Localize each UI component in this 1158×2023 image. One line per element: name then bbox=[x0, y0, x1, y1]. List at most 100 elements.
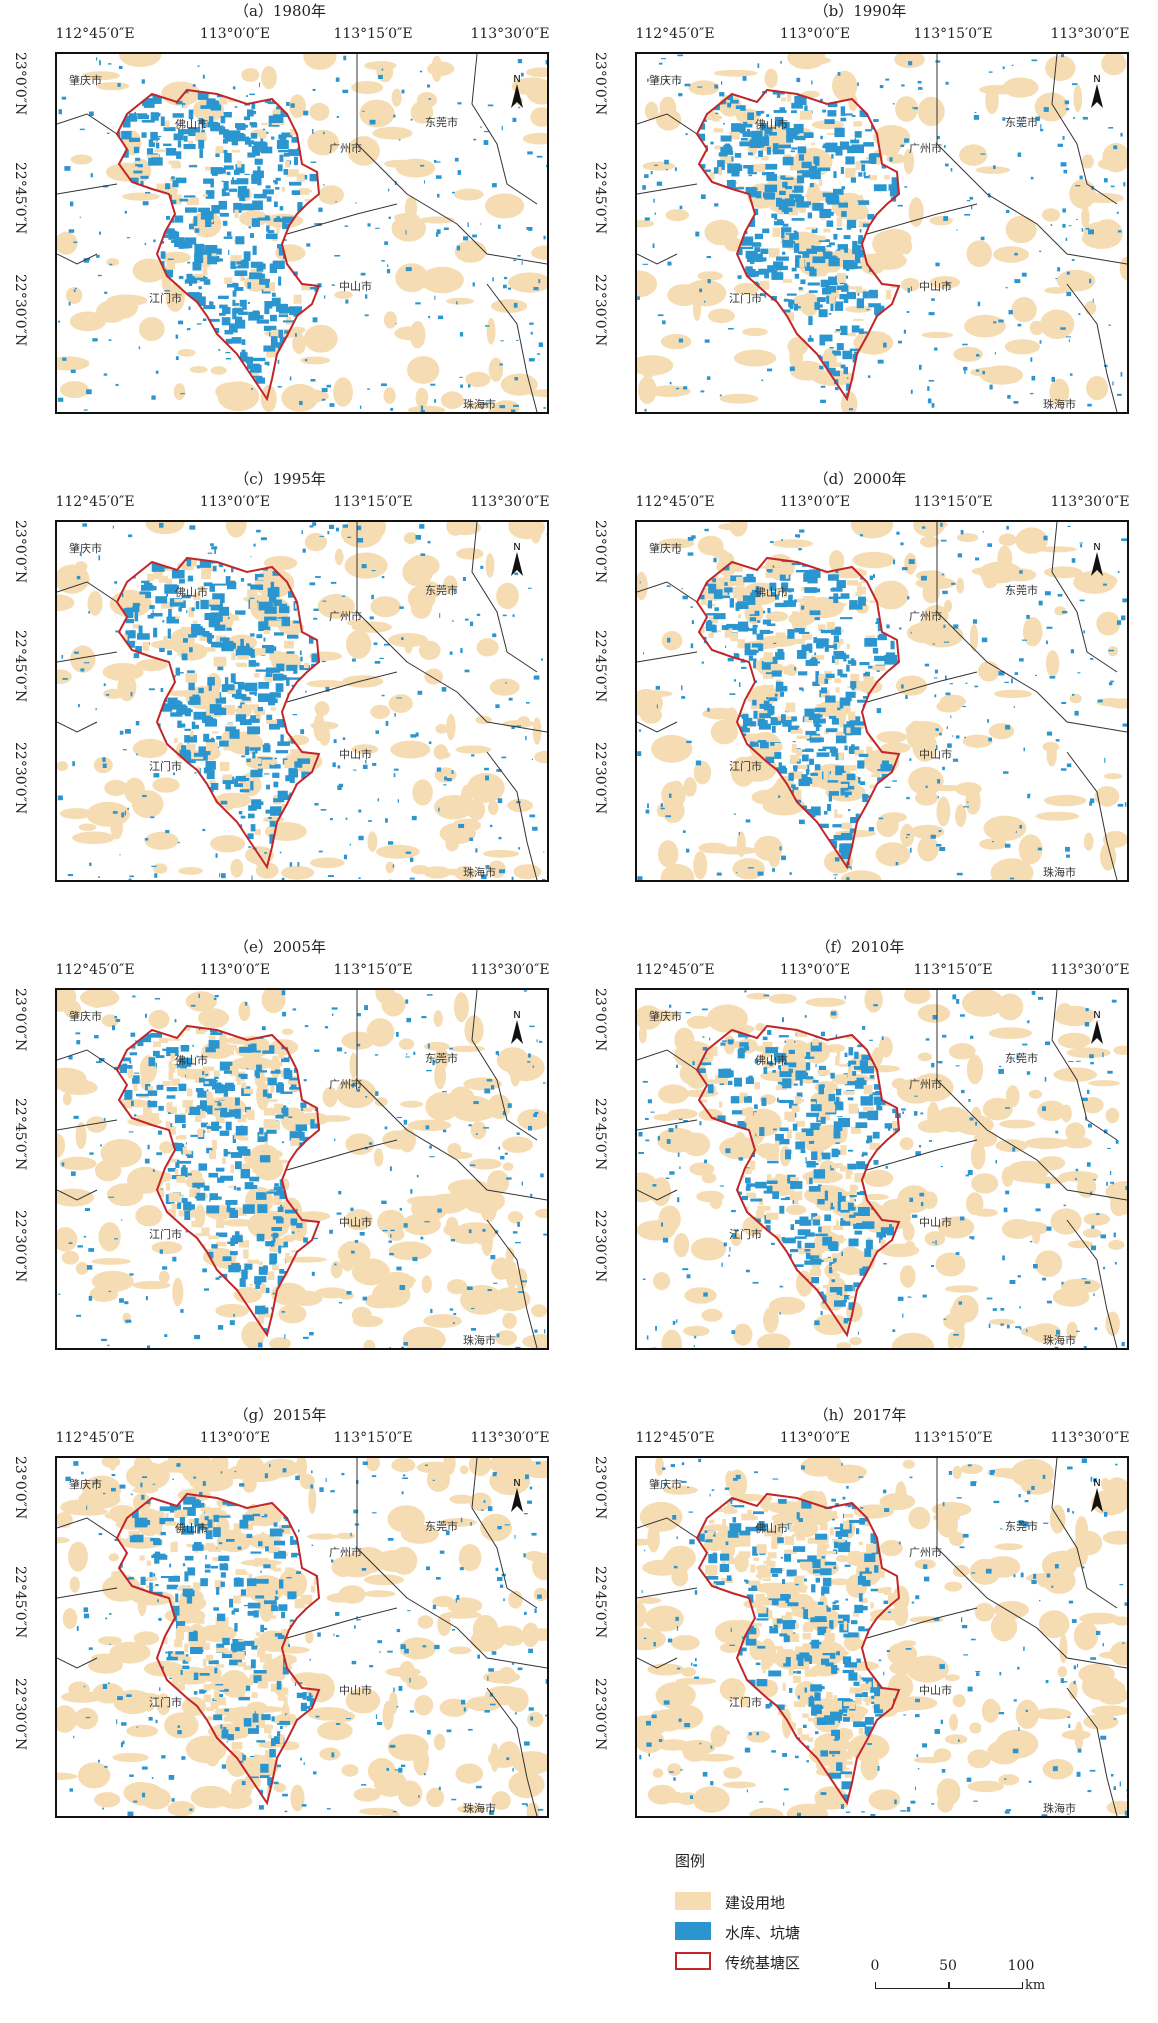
pond-patch bbox=[741, 246, 754, 249]
pond-patch bbox=[342, 524, 348, 528]
pond-patch bbox=[744, 649, 757, 656]
built-land-patch bbox=[376, 60, 394, 83]
pond-patch bbox=[808, 643, 813, 653]
pond-patch bbox=[726, 623, 739, 630]
pond-patch bbox=[732, 209, 736, 214]
pond-patch bbox=[795, 725, 800, 728]
pond-patch bbox=[171, 240, 177, 243]
pond-patch bbox=[241, 755, 246, 758]
pond-patch bbox=[111, 115, 114, 122]
pond-patch bbox=[157, 347, 168, 357]
pond-patch bbox=[196, 280, 200, 283]
pond-patch bbox=[842, 350, 853, 360]
pond-patch bbox=[686, 740, 692, 744]
pond-patch bbox=[436, 229, 441, 234]
pond-patch bbox=[403, 1119, 407, 1125]
pond-patch bbox=[224, 277, 233, 284]
pond-patch bbox=[707, 279, 711, 284]
pond-patch bbox=[798, 287, 803, 290]
pond-patch bbox=[329, 403, 335, 407]
pond-patch bbox=[809, 569, 821, 578]
pond-patch bbox=[262, 128, 266, 131]
built-land-patch bbox=[423, 866, 451, 879]
pond-patch bbox=[704, 813, 708, 822]
pond-patch bbox=[154, 149, 166, 153]
pond-patch bbox=[258, 621, 271, 631]
pond-patch bbox=[248, 311, 260, 321]
pond-patch bbox=[136, 113, 148, 116]
traditional-pond-boundary bbox=[695, 556, 901, 870]
pond-patch bbox=[473, 1101, 479, 1105]
pond-patch bbox=[771, 213, 777, 218]
pond-patch bbox=[729, 131, 740, 140]
pond-patch bbox=[147, 823, 157, 827]
pond-patch bbox=[137, 162, 143, 168]
pond-patch bbox=[525, 735, 527, 741]
pond-patch bbox=[250, 584, 264, 590]
pond-patch bbox=[971, 206, 973, 210]
pond-patch bbox=[301, 773, 306, 779]
built-land-patch bbox=[502, 1136, 533, 1153]
pond-patch bbox=[714, 203, 719, 207]
pond-patch bbox=[872, 647, 879, 654]
pond-patch bbox=[223, 861, 227, 864]
pond-patch bbox=[196, 327, 206, 332]
pond-patch bbox=[706, 678, 718, 682]
pond-patch bbox=[125, 729, 131, 734]
pond-patch bbox=[252, 170, 264, 179]
pond-patch bbox=[144, 582, 153, 589]
built-land-patch bbox=[187, 1169, 203, 1183]
pond-patch bbox=[873, 184, 887, 192]
pond-patch bbox=[736, 872, 738, 874]
pond-patch bbox=[708, 579, 713, 586]
pond-patch bbox=[963, 806, 970, 808]
pond-patch bbox=[223, 138, 228, 144]
pond-patch bbox=[778, 832, 790, 840]
pond-patch bbox=[235, 610, 246, 615]
pond-patch bbox=[294, 761, 303, 768]
pond-patch bbox=[379, 657, 384, 659]
pond-patch bbox=[215, 146, 224, 154]
pond-patch bbox=[123, 589, 136, 600]
pond-patch bbox=[880, 764, 893, 772]
pond-patch bbox=[786, 202, 799, 212]
pond-patch bbox=[742, 76, 747, 81]
pond-patch bbox=[410, 118, 413, 121]
pond-patch bbox=[909, 847, 912, 853]
pond-patch bbox=[197, 92, 209, 100]
pond-patch bbox=[833, 593, 839, 604]
built-land-patch bbox=[531, 245, 547, 260]
pond-patch bbox=[776, 720, 782, 725]
built-land-patch bbox=[638, 376, 657, 405]
pond-patch bbox=[976, 354, 980, 357]
pond-patch bbox=[877, 769, 887, 771]
panel-title: （b）1990年 bbox=[813, 2, 907, 20]
pond-patch bbox=[128, 827, 136, 831]
pond-patch bbox=[169, 390, 173, 397]
built-land-patch bbox=[1073, 84, 1083, 113]
pond-patch bbox=[122, 325, 130, 330]
pond-patch bbox=[789, 386, 798, 392]
pond-patch bbox=[250, 654, 256, 658]
pond-patch bbox=[742, 131, 752, 137]
pond-patch bbox=[779, 190, 786, 196]
pond-patch bbox=[956, 229, 958, 231]
pond-patch bbox=[368, 820, 372, 822]
pond-patch bbox=[847, 377, 849, 380]
pond-patch bbox=[222, 637, 230, 644]
pond-patch bbox=[284, 85, 296, 89]
pond-patch bbox=[160, 367, 168, 373]
built-land-patch bbox=[63, 1000, 82, 1019]
pond-patch bbox=[736, 822, 743, 832]
pond-patch bbox=[838, 202, 848, 208]
built-land-patch bbox=[936, 700, 962, 713]
pond-patch bbox=[697, 178, 698, 182]
pond-patch bbox=[130, 177, 139, 186]
pond-patch bbox=[706, 256, 712, 259]
pond-patch bbox=[715, 836, 723, 840]
built-land-patch bbox=[505, 1247, 515, 1262]
pond-patch bbox=[117, 145, 124, 155]
built-land-patch bbox=[289, 1290, 323, 1306]
pond-patch bbox=[763, 192, 775, 198]
pond-patch bbox=[867, 214, 875, 220]
